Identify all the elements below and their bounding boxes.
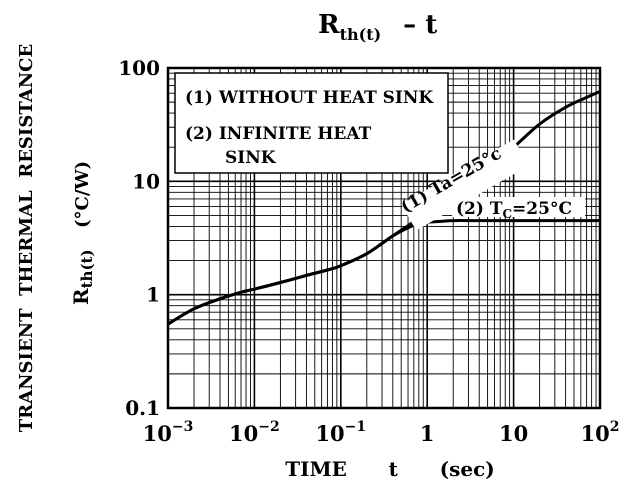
x-tick-exponent: −1 bbox=[345, 419, 366, 435]
x-tick-base: 10 bbox=[581, 421, 610, 446]
y-axis-symbol-main: R bbox=[69, 288, 93, 305]
curve-2-label-prefix: (2) T bbox=[456, 199, 503, 219]
x-tick-exponent: 2 bbox=[610, 419, 620, 435]
curve-2-label-text: (2) TC=25°C bbox=[456, 199, 572, 221]
curves bbox=[167, 90, 601, 326]
y-tick-label: 0.1 bbox=[125, 396, 160, 420]
y-axis-label: TRANSIENT THERMAL RESISTANCE bbox=[16, 44, 37, 432]
x-tick-label: 10−2 bbox=[229, 419, 280, 446]
y-tick-label: 10 bbox=[132, 169, 160, 193]
curve-2-label-rest: =25°C bbox=[512, 199, 572, 219]
y-axis-symbol-subscript: th(t) bbox=[78, 249, 96, 288]
y-axis-symbol: Rth(t) bbox=[69, 249, 96, 305]
curve-2-label-subscript: C bbox=[502, 207, 512, 221]
curve-2-label: (2) TC=25°C bbox=[452, 197, 585, 221]
legend: (1) WITHOUT HEAT SINK (2) INFINITE HEAT … bbox=[174, 72, 449, 174]
x-tick-base: 10 bbox=[315, 421, 344, 446]
x-tick-base: 10 bbox=[499, 421, 528, 446]
y-tick-labels: 0.1 1 10 100 bbox=[118, 56, 160, 420]
x-tick-base: 1 bbox=[420, 421, 435, 446]
chart-title-subscript: th(t) bbox=[340, 25, 382, 44]
chart-title: Rth(t) – t bbox=[318, 10, 437, 44]
legend-item-2-line2: SINK bbox=[225, 148, 277, 168]
series-2-line bbox=[167, 219, 600, 326]
x-axis-label: TIME t (sec) bbox=[285, 457, 495, 481]
x-tick-label: 10 bbox=[499, 421, 528, 446]
x-tick-exponent: −3 bbox=[172, 419, 193, 435]
x-tick-label: 1 bbox=[420, 421, 435, 446]
x-tick-label: 10−1 bbox=[315, 419, 366, 446]
plot-frame bbox=[166, 66, 602, 410]
x-tick-label: 10−3 bbox=[143, 419, 194, 446]
legend-item-1: (1) WITHOUT HEAT SINK bbox=[185, 88, 434, 108]
y-tick-label: 1 bbox=[146, 283, 160, 307]
x-tick-labels: 10−3 10−2 10−1 1 10 102 bbox=[143, 419, 620, 446]
legend-item-2-line1: (2) INFINITE HEAT bbox=[185, 124, 372, 144]
x-tick-exponent: −2 bbox=[258, 419, 279, 435]
y-axis-unit: (°C/W) bbox=[72, 161, 93, 228]
chart-title-rest: – t bbox=[403, 10, 437, 40]
x-tick-label: 102 bbox=[581, 419, 620, 446]
series-1-line bbox=[167, 90, 601, 326]
x-tick-base: 10 bbox=[229, 421, 258, 446]
x-tick-base: 10 bbox=[143, 421, 172, 446]
chart-title-main: R bbox=[318, 10, 340, 40]
legend-box bbox=[174, 72, 449, 174]
y-tick-label: 100 bbox=[118, 56, 160, 80]
